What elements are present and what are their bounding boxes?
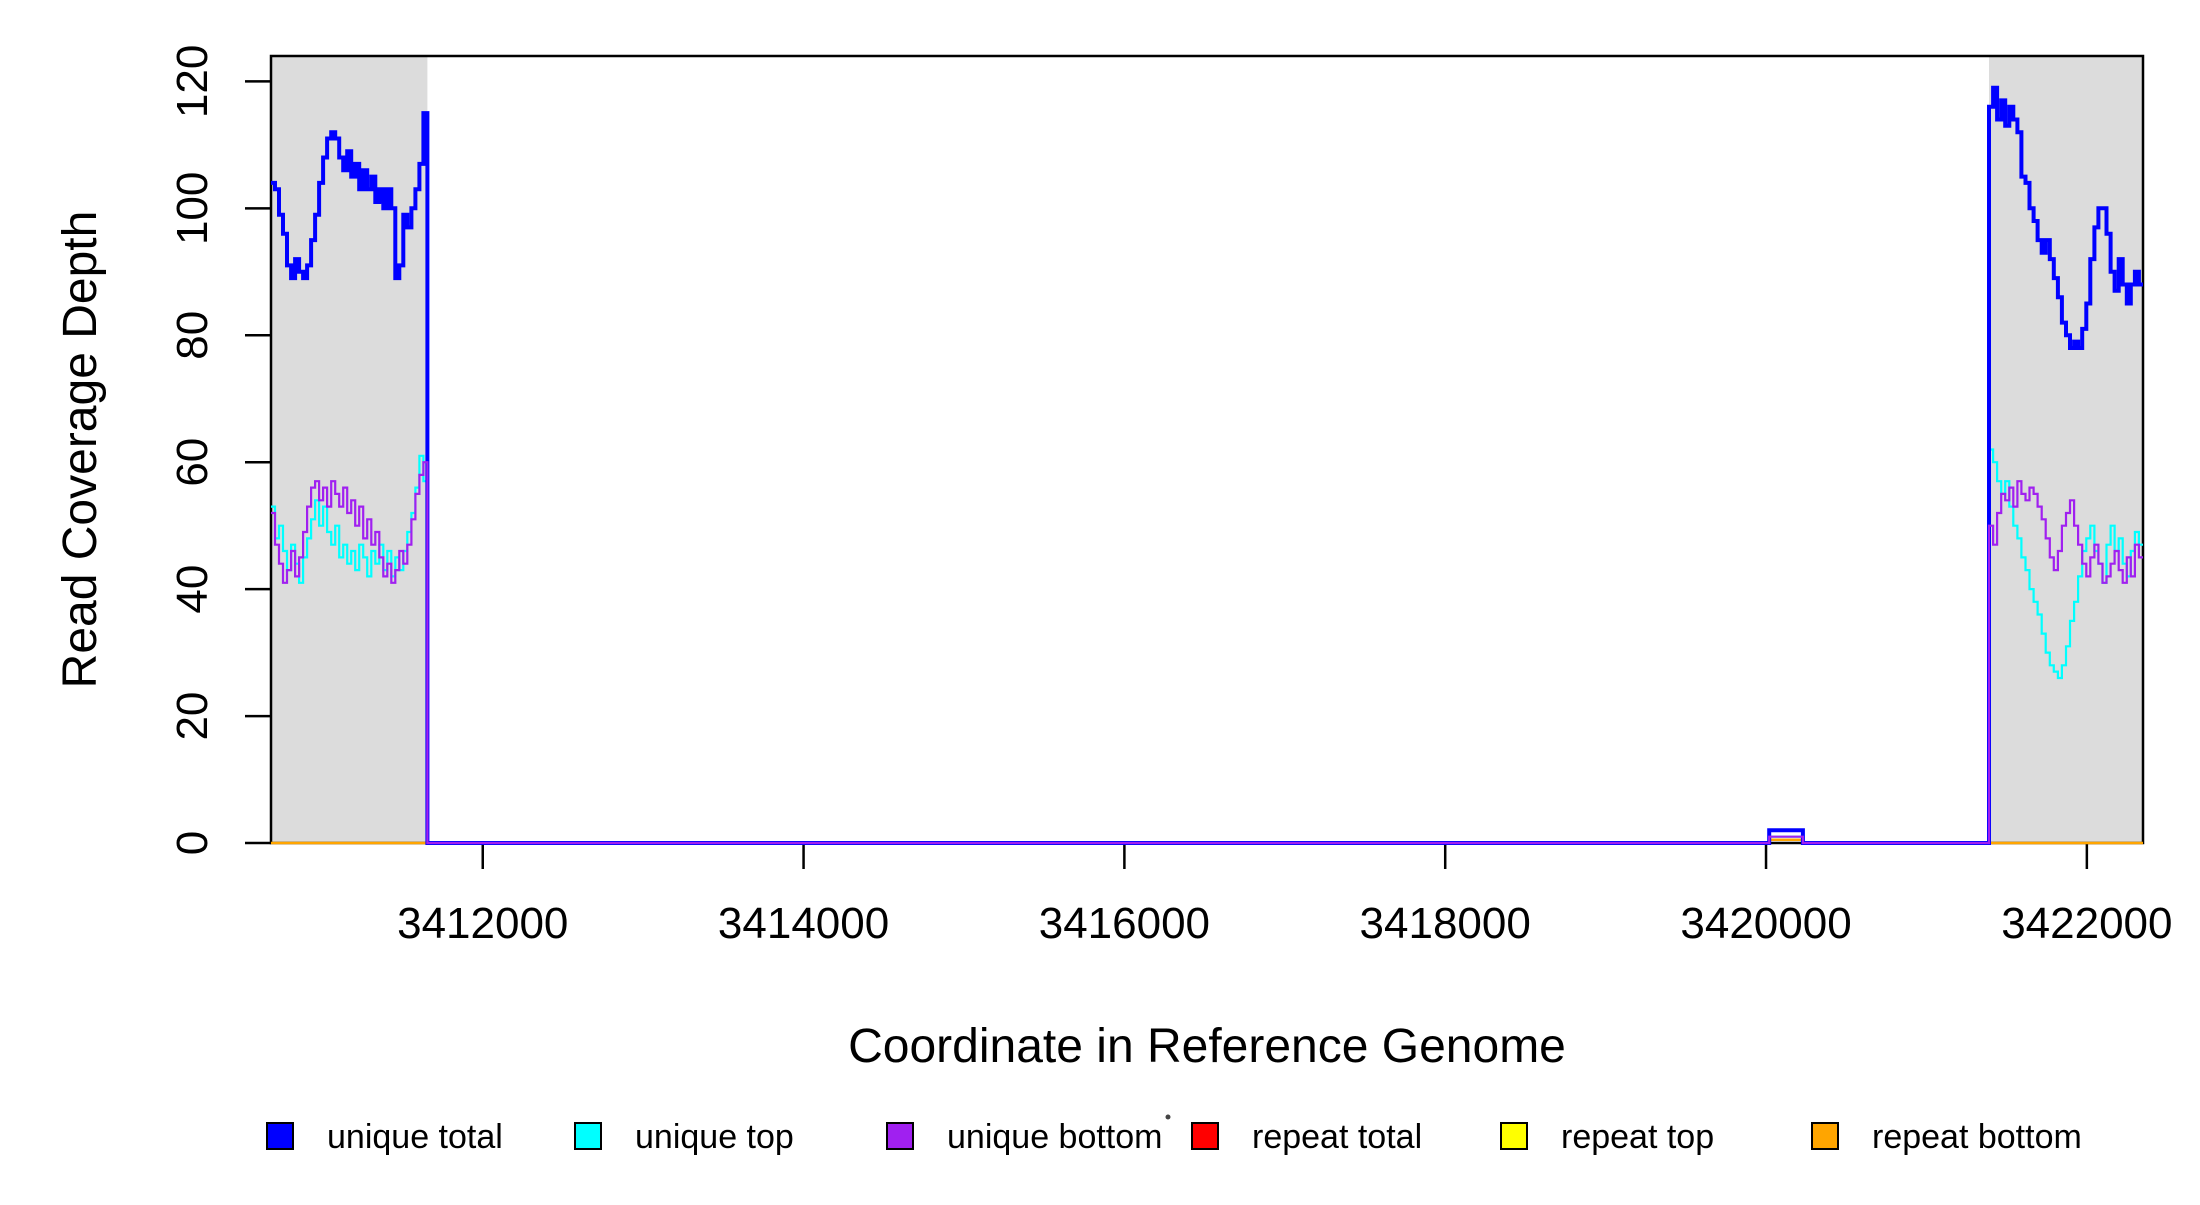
legend-swatch-repeat-bottom (1811, 1122, 1839, 1150)
y-tick-label: 80 (168, 311, 217, 360)
y-tick-label: 20 (168, 692, 217, 741)
series-unique-top (271, 448, 2143, 845)
legend-swatch-unique-top (574, 1122, 602, 1150)
x-tick-label: 3414000 (718, 899, 889, 948)
x-tick-label: 3416000 (1039, 899, 1210, 948)
series-unique-total (271, 85, 2143, 845)
y-tick-label: 40 (168, 565, 217, 614)
repeat-region-left (271, 56, 428, 843)
series-unique-bottom (271, 461, 2143, 845)
y-tick-label: 100 (168, 172, 217, 245)
legend-label-unique-top: unique top (635, 1118, 794, 1156)
legend-label-repeat-bottom: repeat bottom (1872, 1118, 2082, 1156)
legend-label-unique-total: unique total (327, 1118, 503, 1156)
x-axis-label: Coordinate in Reference Genome (848, 1020, 1566, 1073)
y-tick-label: 0 (168, 831, 217, 855)
y-tick-label: 120 (168, 45, 217, 118)
legend-swatch-unique-total (266, 1122, 294, 1150)
legend-label-repeat-total: repeat total (1252, 1118, 1422, 1156)
legend-swatch-unique-bottom (886, 1122, 914, 1150)
x-tick-label: 3422000 (2001, 899, 2172, 948)
legend-label-unique-bottom: unique bottom (947, 1118, 1163, 1156)
y-axis-label: Read Coverage Depth (54, 211, 107, 689)
stray-dot (1165, 1114, 1171, 1120)
legend-label-repeat-top: repeat top (1561, 1118, 1714, 1156)
x-tick-label: 3420000 (1680, 899, 1851, 948)
repeat-region-right (1989, 56, 2143, 843)
x-tick-label: 3418000 (1360, 899, 1531, 948)
legend-swatch-repeat-total (1191, 1122, 1219, 1150)
plot-box (269, 54, 2145, 845)
legend-swatch-repeat-top (1500, 1122, 1528, 1150)
x-tick-label: 3412000 (397, 899, 568, 948)
y-tick-label: 60 (168, 438, 217, 487)
